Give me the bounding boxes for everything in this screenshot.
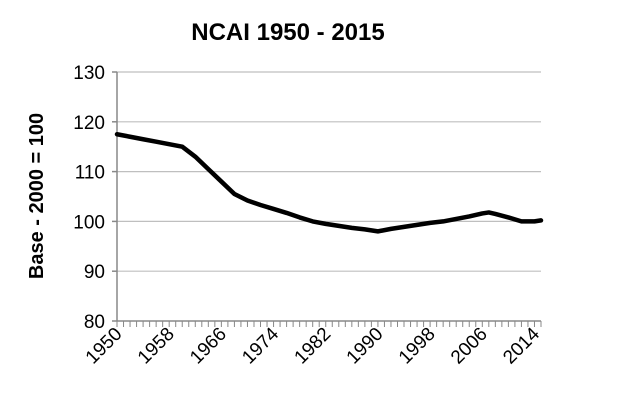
y-tick-label: 90 [84, 262, 105, 283]
y-axis-label: Base - 2000 = 100 [26, 113, 48, 279]
x-tick-label: 2014 [499, 323, 544, 368]
y-tick-label: 110 [75, 163, 105, 184]
series-layer [114, 132, 544, 234]
series-line-0 [114, 132, 544, 234]
x-tick-labels: 1950 1958 1966 1974 1982 1990 1998 2006 2014 [82, 323, 545, 368]
y-tick-label: 100 [73, 212, 105, 233]
x-tick-label: 1990 [343, 324, 388, 369]
x-tick-label: 1958 [134, 324, 179, 369]
y-tick-labels: 80 90 100 110 120 130 [73, 63, 105, 333]
x-tick-label: 2006 [447, 324, 492, 369]
axes [112, 71, 542, 327]
x-tick-label: 1966 [186, 324, 231, 369]
y-tick-label: 80 [84, 312, 105, 333]
chart-title: NCAI 1950 - 2015 [191, 19, 384, 46]
x-tick-label: 1974 [238, 323, 283, 368]
x-tick-label: 1998 [395, 324, 440, 369]
y-tick-label: 130 [73, 63, 105, 84]
grid-lines [117, 71, 541, 272]
y-tick-label: 120 [73, 113, 105, 134]
x-tick-label: 1982 [291, 324, 336, 369]
